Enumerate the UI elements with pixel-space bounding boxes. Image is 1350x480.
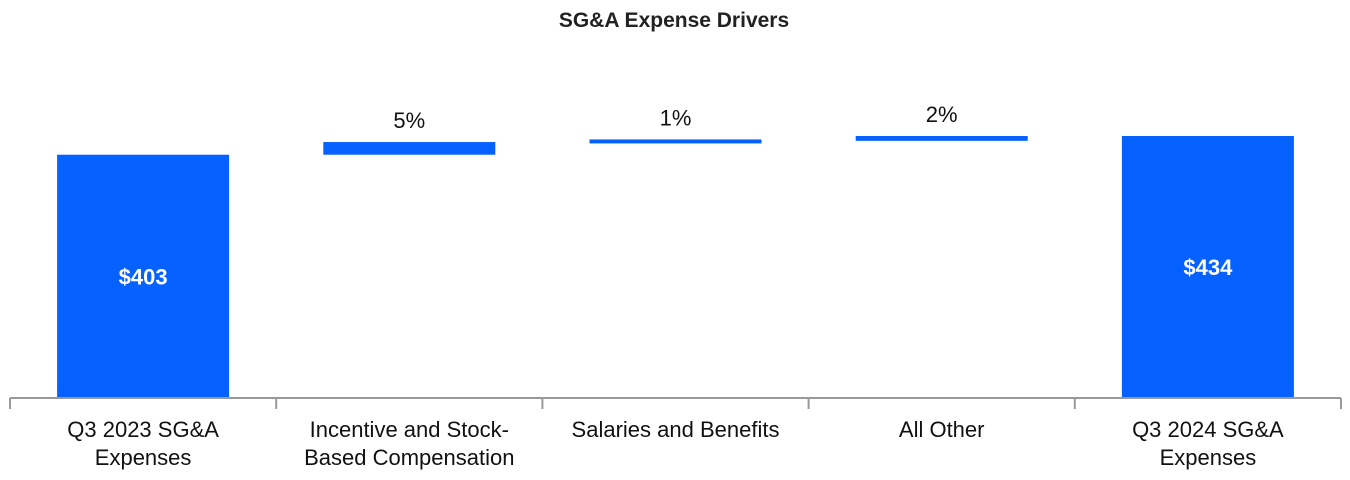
category-label: Salaries and Benefits: [572, 417, 780, 442]
category-label: All Other: [899, 417, 985, 442]
delta-value-label: 2%: [926, 102, 958, 127]
labels-group: $403 Q3 2023 SG&A Expenses 5% Incentive and …: [67, 102, 1284, 470]
delta-bar: [855, 136, 1028, 141]
category-label-line: Salaries and Benefits: [572, 417, 780, 442]
category-label-line: Q3 2024 SG&A: [1132, 417, 1284, 442]
delta-bar: [323, 142, 496, 155]
category-label-line: Expenses: [95, 445, 192, 470]
bar-value-label: $403: [119, 264, 168, 289]
category-label-line: Expenses: [1160, 445, 1257, 470]
category-label: Q3 2023 SG&A Expenses: [67, 417, 219, 470]
delta-value-label: 1%: [660, 105, 692, 130]
total-bar: [57, 154, 230, 398]
delta-bar: [589, 139, 762, 144]
category-label-line: All Other: [899, 417, 985, 442]
category-label-line: Incentive and Stock-: [310, 417, 509, 442]
category-label-line: Q3 2023 SG&A: [67, 417, 219, 442]
delta-value-label: 5%: [393, 108, 425, 133]
x-axis: [9, 397, 1342, 409]
chart-title: SG&A Expense Drivers: [559, 9, 789, 32]
total-bar: [1121, 136, 1294, 398]
category-label-line: Based Compensation: [304, 445, 514, 470]
category-label: Q3 2024 SG&A Expenses: [1132, 417, 1284, 470]
bars-group: [57, 136, 1294, 398]
bar-value-label: $434: [1183, 255, 1233, 280]
category-label: Incentive and Stock- Based Compensation: [304, 417, 514, 470]
